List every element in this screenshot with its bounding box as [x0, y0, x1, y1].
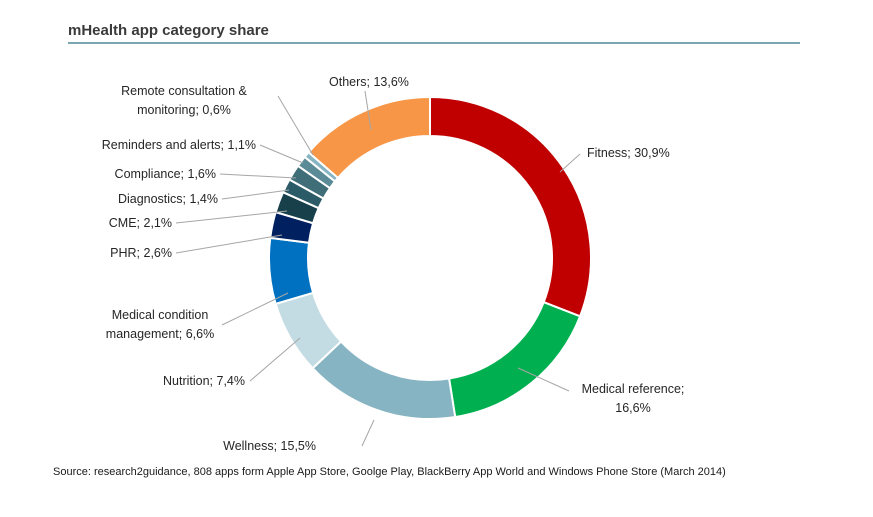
slice-medical-condition-management — [268, 236, 315, 306]
data-label: Medical condition management; 6,6% — [106, 308, 214, 341]
slice-fitness — [429, 95, 592, 318]
leader-line — [517, 367, 570, 392]
leader-line — [259, 144, 304, 164]
data-label: Compliance; 1,6% — [115, 167, 216, 181]
title-divider — [68, 42, 800, 44]
data-label: Others; 13,6% — [329, 75, 409, 89]
data-label: Fitness; 30,9% — [587, 146, 670, 160]
data-label: Diagnostics; 1,4% — [118, 192, 218, 206]
data-label: Reminders and alerts; 1,1% — [102, 138, 256, 152]
leader-line — [559, 153, 581, 173]
data-label: Nutrition; 7,4% — [163, 374, 245, 388]
slice-others — [307, 95, 431, 180]
chart-title: mHealth app category share — [68, 22, 269, 39]
leader-line — [249, 337, 301, 382]
data-label: Wellness; 15,5% — [223, 439, 316, 453]
leader-line — [219, 173, 297, 179]
leader-line — [175, 234, 283, 254]
data-label: Remote consultation & monitoring; 0,6% — [121, 84, 247, 117]
leader-line — [175, 210, 288, 224]
data-label: CME; 2,1% — [109, 216, 172, 230]
data-label: PHR; 2,6% — [110, 246, 172, 260]
leader-line — [221, 189, 290, 200]
slice-wellness — [311, 340, 457, 420]
leader-line — [221, 292, 289, 326]
leader-line — [361, 419, 375, 447]
leader-line — [364, 90, 372, 131]
data-label: Medical reference; 16,6% — [582, 382, 685, 415]
source-note: Source: research2guidance, 808 apps form… — [53, 466, 726, 478]
leader-line — [277, 95, 314, 156]
slice-medical-reference — [447, 300, 582, 419]
